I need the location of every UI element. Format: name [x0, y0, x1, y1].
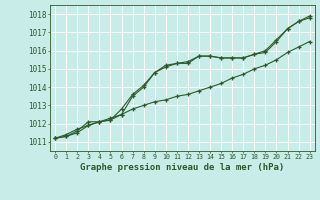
- X-axis label: Graphe pression niveau de la mer (hPa): Graphe pression niveau de la mer (hPa): [80, 163, 284, 172]
